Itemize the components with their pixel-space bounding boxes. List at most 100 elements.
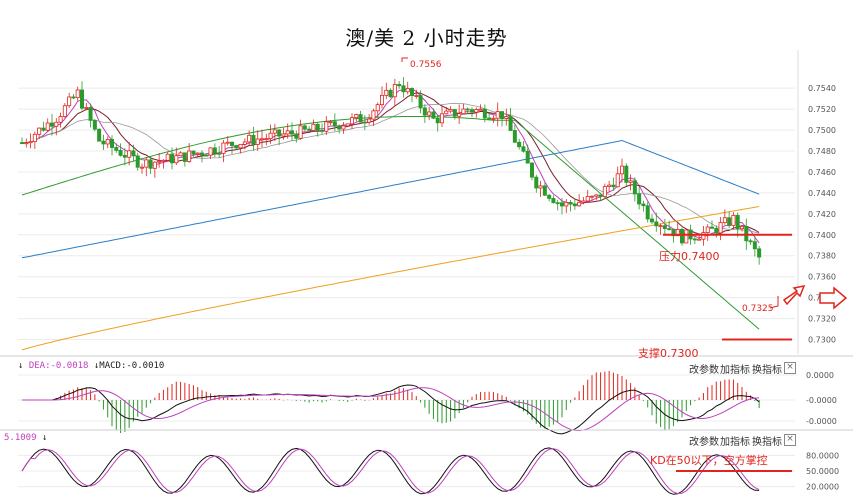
candle-body xyxy=(242,141,247,145)
candle-body xyxy=(195,152,200,155)
candle-body xyxy=(114,147,119,151)
candle-body xyxy=(448,109,453,112)
candle-body xyxy=(439,113,444,124)
candle-body xyxy=(58,116,63,123)
candle-body xyxy=(367,118,372,123)
candle-body xyxy=(508,116,513,131)
candle-body xyxy=(478,108,483,111)
candle-body xyxy=(714,227,719,234)
candle-body xyxy=(422,107,427,116)
macd-add-indicator-button[interactable]: 加指标 xyxy=(720,365,750,376)
y-tick-label: 0.7480 xyxy=(808,147,836,156)
macd-edit-params-button[interactable]: 改参数 xyxy=(689,365,719,376)
y-tick-label: 0.7400 xyxy=(808,231,836,240)
candle-body xyxy=(152,161,157,169)
candle-body xyxy=(735,214,740,230)
candle-body xyxy=(397,84,402,87)
candle-body xyxy=(165,153,170,161)
kd-tick-label: 80.0000 xyxy=(806,451,839,460)
candle-body xyxy=(495,111,500,119)
candle-body xyxy=(534,176,539,189)
candle-body xyxy=(84,107,89,109)
candle-body xyxy=(358,114,363,123)
candle-body xyxy=(692,238,697,241)
candle-body xyxy=(71,96,76,99)
macd-dea-line xyxy=(22,387,760,432)
candle-body xyxy=(97,128,102,142)
candle-body xyxy=(148,159,153,169)
candle-body xyxy=(349,117,354,125)
high-price-label: 0.7556 xyxy=(410,60,442,70)
candle-body xyxy=(547,194,552,199)
candle-body xyxy=(92,120,97,130)
macd-tick-label: -0.0000 xyxy=(806,396,837,405)
candle-body xyxy=(748,240,753,243)
candle-body xyxy=(517,141,522,148)
candle-body xyxy=(598,194,603,197)
support-label: 支撑0.7300 xyxy=(638,347,699,360)
candle-body xyxy=(289,130,294,135)
candle-body xyxy=(375,104,380,112)
candle-body xyxy=(105,139,110,145)
candle-body xyxy=(752,241,757,250)
candle-body xyxy=(491,117,496,120)
candle-body xyxy=(680,228,685,244)
ma250-line xyxy=(21,206,760,351)
candle-body xyxy=(229,141,234,146)
candle-body xyxy=(452,109,457,117)
candle-body xyxy=(204,154,209,157)
candle-body xyxy=(75,89,80,99)
candle-body xyxy=(727,217,732,226)
candle-body xyxy=(538,185,543,189)
candle-body xyxy=(139,166,144,169)
candle-body xyxy=(319,130,324,132)
candle-body xyxy=(457,113,462,117)
candle-body xyxy=(521,146,526,152)
candle-body xyxy=(705,226,710,234)
kd-switch-indicator-button[interactable]: 换指标 xyxy=(752,437,782,448)
candle-body xyxy=(465,108,470,111)
candle-body xyxy=(298,125,303,139)
candle-body xyxy=(684,229,689,244)
candle-body xyxy=(80,89,85,109)
kd-close-icon[interactable]: × xyxy=(784,434,796,446)
candle-body xyxy=(551,198,556,204)
macd-close-icon[interactable]: × xyxy=(784,362,796,374)
candle-body xyxy=(225,141,230,144)
kd-add-indicator-button[interactable]: 加指标 xyxy=(720,437,750,448)
y-tick-label: 0.7320 xyxy=(808,315,836,324)
high-price-marker xyxy=(401,57,408,62)
candle-body xyxy=(650,218,655,223)
candle-body xyxy=(701,232,706,240)
candle-body xyxy=(341,125,346,130)
kd-readout: 5.1009 ↓ xyxy=(4,433,48,443)
candle-body xyxy=(632,180,637,195)
candle-body xyxy=(371,110,376,120)
kd-edit-params-button[interactable]: 改参数 xyxy=(689,437,719,448)
candle-body xyxy=(302,125,307,130)
candle-body xyxy=(525,150,530,164)
macd-switch-indicator-button[interactable]: 换指标 xyxy=(752,365,782,376)
candle-body xyxy=(585,196,590,202)
candle-body xyxy=(512,130,517,143)
candle-body xyxy=(199,152,204,156)
candle-body xyxy=(345,123,350,127)
candle-body xyxy=(504,116,509,119)
candle-body xyxy=(332,121,337,127)
candle-body xyxy=(718,222,723,234)
candle-body xyxy=(311,123,316,131)
candle-body xyxy=(482,108,487,119)
candle-body xyxy=(354,114,359,119)
candle-body xyxy=(208,147,213,156)
y-tick-label: 0.7440 xyxy=(808,189,836,198)
candle-body xyxy=(362,121,367,124)
candle-body xyxy=(251,134,256,145)
candle-body xyxy=(37,127,42,135)
kd-tick-label: 20.0000 xyxy=(806,483,839,492)
macd-readout: MACD:-0.0010 xyxy=(99,361,165,371)
candle-body xyxy=(255,138,260,145)
candle-body xyxy=(542,185,547,196)
candle-body xyxy=(307,128,312,131)
candle-body xyxy=(474,109,479,113)
